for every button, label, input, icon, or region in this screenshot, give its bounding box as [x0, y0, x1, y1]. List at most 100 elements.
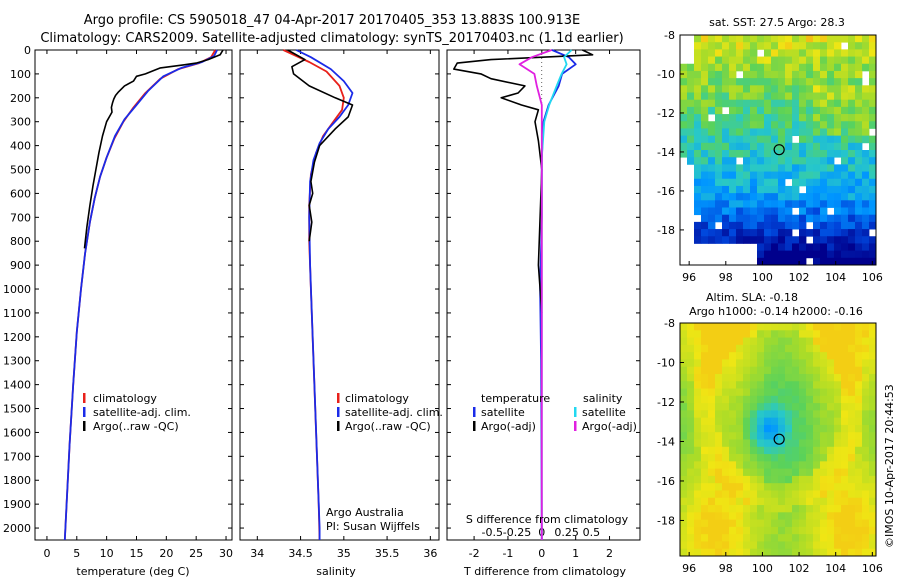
map-cell	[715, 164, 723, 172]
lon-tick-label: 104	[825, 562, 846, 575]
map-cell	[834, 106, 842, 115]
map-cell	[806, 42, 814, 50]
map-cell	[764, 395, 772, 404]
map-cell	[736, 214, 744, 223]
map-cell	[799, 229, 807, 237]
map-cell	[687, 475, 695, 484]
map-cell	[841, 548, 849, 557]
map-cell	[820, 164, 828, 172]
map-cell	[799, 497, 807, 506]
map-cell	[862, 121, 870, 129]
map-cell	[750, 373, 758, 382]
map-cell	[680, 128, 688, 137]
map-cell	[771, 121, 779, 129]
map-cell	[848, 352, 856, 360]
map-cell	[792, 49, 800, 57]
depth-tick-label: 1600	[3, 426, 31, 439]
map-cell	[715, 505, 723, 513]
map-cell	[869, 92, 877, 101]
map-cell	[750, 395, 758, 404]
map-cell	[799, 403, 807, 411]
map-cell	[785, 229, 793, 237]
map-cell	[722, 490, 730, 499]
map-cell	[848, 128, 856, 137]
map-cell	[722, 410, 730, 419]
map-cell	[862, 106, 870, 115]
map-cell	[701, 454, 709, 462]
map-cell	[771, 99, 779, 108]
map-cell	[778, 475, 786, 484]
map-cell	[841, 250, 849, 259]
map-cell	[694, 128, 702, 137]
map-cell	[757, 157, 765, 165]
map-cell	[750, 388, 758, 397]
map-cell	[743, 337, 751, 346]
map-cell	[722, 214, 730, 223]
map-cell	[708, 92, 716, 101]
map-cell	[708, 135, 716, 144]
map-cell	[743, 366, 751, 375]
map-cell	[820, 344, 828, 353]
map-cell	[694, 548, 702, 557]
map-cell	[862, 214, 870, 223]
map-cell	[708, 461, 716, 470]
map-cell	[764, 424, 772, 433]
map-cell	[834, 70, 842, 79]
map-cell	[743, 157, 751, 165]
map-cell	[687, 432, 695, 440]
map-cell	[827, 519, 835, 528]
map-cell	[743, 373, 751, 382]
map-cell	[778, 461, 786, 470]
map-cell	[764, 70, 772, 79]
map-cell	[792, 250, 800, 259]
map-cell	[757, 35, 765, 43]
map-cell	[771, 526, 779, 535]
map-cell	[841, 229, 849, 237]
map-cell	[841, 454, 849, 462]
map-cell	[764, 337, 772, 346]
map-cell	[806, 417, 814, 426]
map-cell	[792, 42, 800, 50]
map-cell	[757, 171, 765, 180]
map-cell	[785, 257, 793, 266]
map-cell	[862, 56, 870, 65]
depth-tick-label: 400	[10, 140, 31, 153]
map-cell	[862, 359, 870, 368]
map-cell	[757, 519, 765, 528]
legend-swatch-satellite	[83, 407, 86, 417]
map-cell	[827, 432, 835, 440]
map-cell	[757, 63, 765, 72]
difference-legend: temperature salinity satellite Argo(-adj…	[473, 392, 637, 433]
map-cell	[729, 424, 737, 433]
map-cell	[708, 519, 716, 528]
map-cell	[792, 403, 800, 411]
map-cell	[848, 526, 856, 535]
map-cell	[785, 490, 793, 499]
map-cell	[764, 454, 772, 462]
map-cell	[799, 236, 807, 244]
map-cell	[792, 200, 800, 208]
map-cell	[806, 410, 814, 419]
map-cell	[757, 490, 765, 499]
map-cell	[687, 417, 695, 426]
salinity-annotation-2: PI: Susan Wijffels	[326, 520, 420, 533]
map-cell	[855, 359, 863, 368]
map-cell	[701, 157, 709, 165]
map-cell	[855, 114, 863, 122]
map-cell	[694, 135, 702, 144]
map-cell	[785, 475, 793, 484]
map-cell	[785, 142, 793, 151]
map-cell	[848, 505, 856, 513]
map-cell	[715, 121, 723, 129]
map-cell	[771, 135, 779, 144]
map-cell	[687, 63, 695, 72]
map-cell	[841, 395, 849, 404]
map-cell	[715, 432, 723, 440]
map-cell	[785, 548, 793, 557]
map-cell	[757, 512, 765, 520]
map-cell	[848, 548, 856, 557]
map-cell	[715, 236, 723, 244]
map-cell	[834, 352, 842, 360]
map-cell	[687, 344, 695, 353]
map-cell	[764, 214, 772, 223]
